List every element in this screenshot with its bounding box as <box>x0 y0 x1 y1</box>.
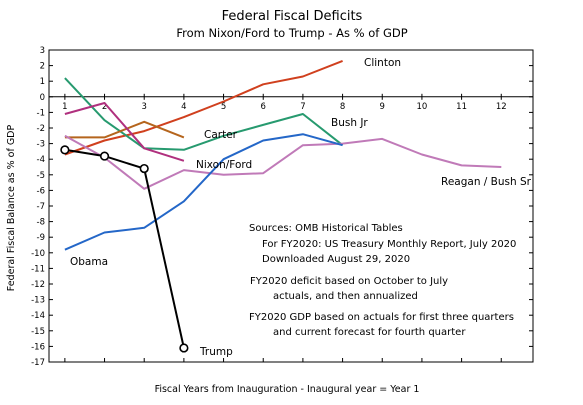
x-tick-label: 5 <box>221 102 226 112</box>
y-tick-label: -13 <box>31 296 45 306</box>
y-tick-label: -2 <box>37 124 45 134</box>
chart-title: Federal Fiscal Deficits <box>222 9 363 24</box>
y-tick-label: -9 <box>37 233 45 243</box>
axes-layer: 3210-1-2-3-4-5-6-7-8-9-10-11-12-13-14-15… <box>31 46 534 368</box>
x-tick-label: 10 <box>417 102 428 112</box>
series-line-trump <box>64 148 185 349</box>
x-axis-label: Fiscal Years from Inauguration - Inaugur… <box>155 384 420 395</box>
note-download-date: Downloaded August 29, 2020 <box>262 254 410 265</box>
series-label-bush-jr: Bush Jr <box>331 117 368 129</box>
y-tick-label: -5 <box>37 171 45 181</box>
y-tick-label: 0 <box>40 93 45 103</box>
y-tick-label: 1 <box>40 77 45 87</box>
y-tick-label: -16 <box>31 342 45 352</box>
series-label-reagan-bush-sr: Reagan / Bush Sr <box>441 176 532 188</box>
x-tick-label: 9 <box>380 102 385 112</box>
x-tick-label: 12 <box>496 102 507 112</box>
note-fy2020-source: For FY2020: US Treasury Monthly Report, … <box>262 239 516 250</box>
series-line-nixon-ford <box>64 102 185 162</box>
series-line-bush-jr <box>64 77 344 151</box>
y-tick-label: -8 <box>37 218 45 228</box>
source-notes: Sources: OMB Historical Tables For FY202… <box>249 223 516 338</box>
series-line-clinton <box>64 59 343 156</box>
x-tick-label: 8 <box>340 102 345 112</box>
y-tick-label: -3 <box>37 140 45 150</box>
x-tick-label: 4 <box>181 102 186 112</box>
note-gdp-basis-1: FY2020 GDP based on actuals for first th… <box>249 312 514 323</box>
y-tick-label: -6 <box>37 186 45 196</box>
x-tick-label: 11 <box>456 102 467 112</box>
y-tick-label: -17 <box>31 358 45 368</box>
x-tick-label: 7 <box>300 102 305 112</box>
x-tick-label: 3 <box>142 102 147 112</box>
y-tick-label: 2 <box>40 62 45 72</box>
point-trump <box>60 145 70 155</box>
y-axis-label: Federal Fiscal Balance as % of GDP <box>6 125 17 292</box>
series-label-trump: Trump <box>199 346 233 358</box>
note-gdp-basis-2: and current forecast for fourth quarter <box>273 327 466 338</box>
y-tick-label: -14 <box>31 311 45 321</box>
x-tick-label: 2 <box>102 102 107 112</box>
series-label-nixon-ford: Nixon/Ford <box>196 159 252 171</box>
series-labels-layer: Clinton Bush Jr Carter Nixon/Ford Reagan… <box>70 57 532 358</box>
series-label-obama: Obama <box>70 256 108 268</box>
y-tick-label: -10 <box>31 249 45 259</box>
y-tick-label: 3 <box>40 46 45 56</box>
point-trump <box>179 343 189 353</box>
series-line-carter <box>64 120 185 139</box>
series-label-carter: Carter <box>204 129 238 141</box>
y-tick-label: -11 <box>31 264 45 274</box>
note-sources: Sources: OMB Historical Tables <box>249 223 403 234</box>
series-line-reagan-bush-sr <box>64 134 502 190</box>
point-trump <box>139 163 149 174</box>
note-deficit-basis-1: FY2020 deficit based on October to July <box>250 276 448 287</box>
y-tick-label: -4 <box>37 155 45 165</box>
note-deficit-basis-2: actuals, and then annualized <box>273 291 418 302</box>
x-tick-label: 1 <box>62 102 67 112</box>
series-layer <box>60 59 502 353</box>
series-label-clinton: Clinton <box>364 57 401 69</box>
y-tick-label: -15 <box>31 327 45 337</box>
y-tick-label: -7 <box>37 202 45 212</box>
x-tick-label: 6 <box>261 102 266 112</box>
y-tick-label: -1 <box>37 108 45 118</box>
chart-subtitle: From Nixon/Ford to Trump - As % of GDP <box>176 26 407 40</box>
series-line-obama <box>64 133 343 251</box>
point-trump <box>99 151 110 161</box>
y-tick-label: -12 <box>31 280 45 290</box>
